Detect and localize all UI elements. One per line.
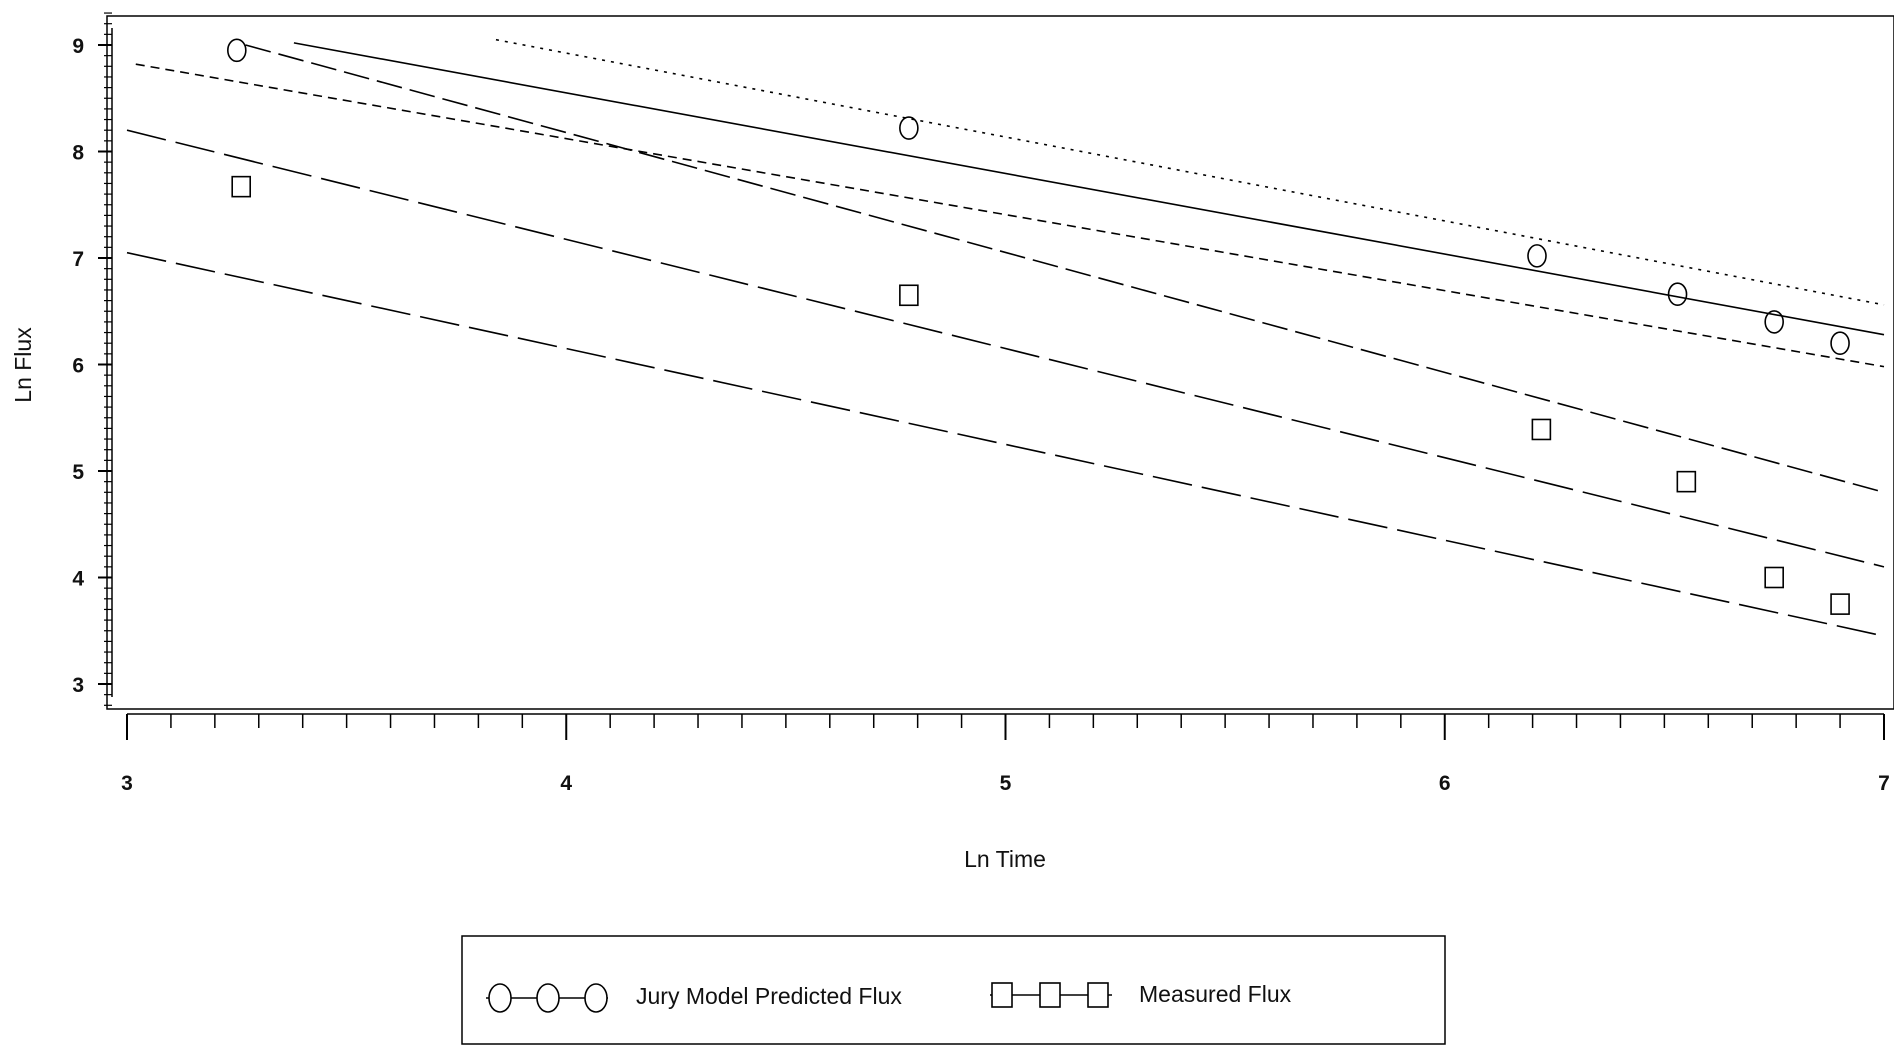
legend-symbols: [486, 982, 1112, 1013]
fit-line: [293, 42, 1885, 336]
measured-point: [899, 284, 919, 307]
predicted-point: [1667, 282, 1688, 307]
legend: Jury Model Predicted Flux Measured Flux: [461, 935, 1446, 1045]
legend-label-predicted: Jury Model Predicted Flux: [636, 983, 902, 1009]
fit-line: [126, 251, 1885, 637]
y-tick-label: 8: [72, 142, 84, 165]
legend-square-marker: [1087, 982, 1109, 1008]
y-tick-label: 5: [72, 461, 84, 484]
predicted-point: [227, 38, 247, 63]
predicted-point: [1764, 310, 1784, 334]
legend-circle-marker: [584, 983, 608, 1013]
y-tick-label: 7: [72, 248, 84, 271]
fit-line: [245, 44, 1885, 494]
predicted-point: [899, 116, 919, 140]
fit-line: [135, 63, 1885, 368]
y-tick-label: 9: [72, 35, 84, 58]
predicted-point: [1830, 331, 1850, 356]
y-tick-label: 4: [72, 568, 84, 591]
predicted-point: [1527, 244, 1547, 268]
fit-line: [126, 129, 1885, 568]
legend-square-marker: [1039, 982, 1061, 1008]
x-tick-label: 4: [560, 772, 572, 795]
y-tick-label: 3: [72, 674, 84, 697]
measured-point: [1531, 418, 1552, 441]
x-tick-label: 7: [1878, 772, 1890, 795]
plot-frame: [106, 15, 1894, 710]
x-ticks: 3 4 5 6 7: [121, 714, 1890, 795]
measured-point: [231, 175, 252, 198]
y-tick-label: 6: [72, 355, 84, 378]
x-tick-label: 3: [121, 772, 133, 795]
x-axis-title: Ln Time: [964, 846, 1046, 872]
legend-square-marker: [991, 982, 1013, 1008]
x-tick-label: 6: [1439, 772, 1451, 795]
legend-circle-marker: [536, 983, 560, 1013]
data-markers: [227, 38, 1850, 615]
legend-label-measured: Measured Flux: [1139, 981, 1292, 1007]
measured-point: [1764, 566, 1784, 589]
fit-line: [495, 38, 1885, 306]
y-ticks: 3 4 5 6 7 8 9: [72, 12, 112, 706]
legend-box: [461, 935, 1446, 1045]
measured-point: [1676, 470, 1697, 493]
y-axis-title: Ln Flux: [10, 327, 36, 403]
fit-lines: [126, 38, 1885, 637]
measured-point: [1830, 593, 1850, 615]
legend-circle-marker: [488, 983, 512, 1013]
x-tick-label: 5: [1000, 772, 1012, 795]
